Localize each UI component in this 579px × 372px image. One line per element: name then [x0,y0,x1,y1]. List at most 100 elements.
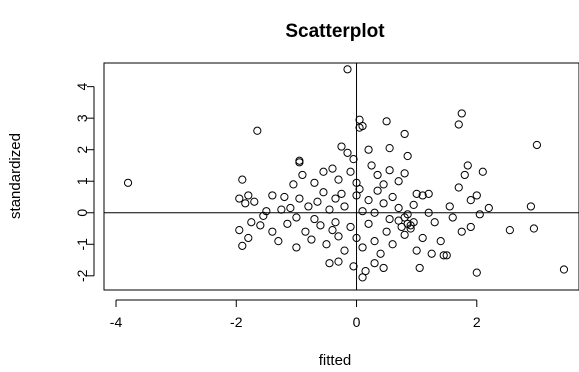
y-tick-label: 4 [74,83,90,91]
data-point [466,196,475,205]
data-point [505,225,514,235]
y-tick-label: -2 [74,269,90,282]
data-point [334,257,343,266]
data-point [292,243,301,252]
data-point [394,203,403,213]
data-point [385,214,394,224]
data-point [244,233,253,243]
data-point [424,208,433,217]
data-point [289,180,298,189]
data-point [328,225,337,235]
data-point [526,202,535,211]
data-point [268,191,277,200]
data-point [370,259,379,268]
data-point [247,218,256,227]
axes: -4 -2 0 2 -2 -1 0 1 2 3 4 [74,83,481,330]
data-point [379,263,388,273]
y-tick-label: 1 [74,177,90,185]
data-point [364,145,373,154]
data-point [235,225,244,235]
data-point [337,142,346,151]
data-point [334,175,343,184]
data-point [123,178,133,187]
data-point [463,161,472,170]
data-point [250,197,259,206]
data-point [484,203,493,213]
data-point [262,207,271,216]
data-point [322,240,331,249]
data-point [367,161,376,170]
data-point [409,218,418,227]
data-point [337,189,346,198]
data-point [373,186,382,195]
data-point [340,202,349,211]
data-point [403,151,412,161]
data-point [394,177,403,186]
data-point [268,227,277,236]
data-point [385,144,394,153]
data-point [238,175,247,184]
data-point [313,197,322,206]
data-point [298,170,307,180]
data-point [379,199,388,208]
data-point [388,240,397,249]
data-points [123,65,569,282]
data-point [343,148,352,157]
data-point [358,243,367,252]
data-point [364,196,373,205]
data-point [418,191,427,200]
chart-title: Scatterplot [285,21,385,42]
data-point [256,221,265,230]
data-point [310,178,319,187]
data-point [478,167,487,176]
data-point [475,210,484,219]
data-point [382,117,391,126]
data-point [244,191,253,200]
plot-box [103,62,579,291]
data-point [364,219,373,228]
data-point [379,180,388,189]
data-point [331,218,340,227]
data-point [349,262,358,271]
data-point [457,227,466,236]
x-tick-label: 0 [353,314,361,330]
data-point [409,200,418,209]
data-point [346,167,355,176]
data-point [295,194,304,203]
data-point [295,158,304,167]
data-point [235,194,244,203]
data-point [412,246,421,255]
x-axis-label: fitted [319,352,352,369]
data-point [418,233,427,243]
data-point [436,237,445,246]
data-point [430,218,439,227]
x-tick-label: -4 [110,314,123,330]
data-point [355,123,364,132]
data-point [325,205,334,214]
data-point [346,222,355,232]
data-point [412,189,421,198]
plot-frame [103,62,579,291]
data-point [454,120,463,129]
x-tick-label: -2 [230,314,243,330]
data-point [532,140,542,150]
data-point [334,232,343,241]
data-point [328,164,337,173]
data-point [529,224,539,233]
data-point [238,241,247,250]
data-point [472,191,481,200]
data-point [472,268,481,277]
data-point [283,219,292,228]
data-point [397,222,406,232]
data-point [241,199,250,208]
data-point [454,183,463,192]
data-point [385,166,394,175]
y-tick-label: 2 [74,146,90,154]
y-tick-label: 0 [74,209,90,217]
data-point [445,202,454,211]
data-point [427,249,436,258]
data-point [358,207,367,216]
data-point [460,170,469,180]
data-point [292,213,301,222]
